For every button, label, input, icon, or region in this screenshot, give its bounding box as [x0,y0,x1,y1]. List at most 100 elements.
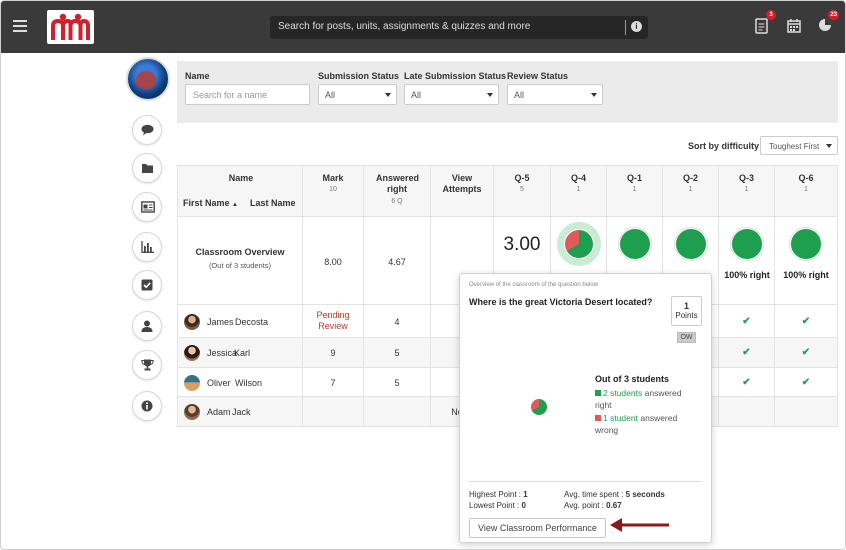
q3-pie-chart[interactable] [731,228,763,260]
last-name-header[interactable]: Last Name [250,198,296,208]
chevron-down-icon [487,93,493,97]
highest-point-value: 1 [523,490,528,499]
question-header[interactable]: Q-1 1 [607,165,663,217]
chevron-down-icon [591,93,597,97]
question-type-tag: OW [677,332,696,343]
red-square-icon [595,415,601,421]
student-answer-cell[interactable]: ✔ [719,305,775,338]
student-first-name[interactable]: Oliver [207,377,231,388]
overview-answered-cell: 4.67 [364,217,431,305]
sort-by-value: Toughest First [769,142,820,151]
student-last-name[interactable]: Jack [232,407,251,417]
id-card-icon [141,201,155,213]
late-submission-select[interactable]: All [404,84,499,105]
question-overview-popover: Overview of the classroom of the questio… [459,273,712,543]
student-mark-cell: 7 [303,368,364,397]
student-last-name[interactable]: Decosta [235,316,269,327]
menu-icon[interactable] [13,20,27,32]
view-attempts-header: View Attempts [431,165,494,217]
review-status-select[interactable]: All [507,84,603,105]
question-header[interactable]: Q-3 1 [719,165,775,217]
rail-achievements-button[interactable] [132,350,162,380]
question-points: 1 [632,186,637,193]
overview-q6-cell[interactable]: 100% right [775,217,838,305]
student-first-name[interactable]: Adam [207,407,231,417]
question-header[interactable]: Q-2 1 [663,165,719,217]
student-answered-cell [364,397,431,427]
question-points: 1 [688,186,693,193]
student-name-cell: Adam Jack [177,397,303,427]
folder-icon [142,164,153,173]
question-header[interactable]: Q-5 5 [494,165,551,217]
notifications-icon[interactable]: 3 [755,10,776,34]
student-last-name[interactable]: Wilson [235,377,263,388]
student-last-name[interactable]: Karl [234,348,251,358]
student-mark-cell [303,397,364,427]
student-mark-cell: 9 [303,338,364,368]
question-label: Q-2 [682,173,698,183]
trophy-icon [141,359,154,371]
view-classroom-performance-button[interactable]: View Classroom Performance [469,518,606,538]
rail-gradebook-button[interactable] [132,192,162,222]
student-avatar[interactable] [184,404,200,420]
rail-analytics-button[interactable] [132,232,162,262]
first-name-header: First Name [183,198,230,208]
student-answer-cell[interactable]: ✔ [719,338,775,368]
student-answer-cell[interactable]: ✔ [719,368,775,397]
question-header[interactable]: Q-4 1 [551,165,607,217]
chat-icon [141,124,154,136]
submission-status-value: All [325,90,336,100]
mark-header-total: 10 [329,186,337,193]
sort-by-label: Sort by difficulty [688,141,760,151]
student-first-name[interactable]: James [207,316,234,327]
question-header[interactable]: Q-6 1 [775,165,838,217]
student-answer-cell[interactable] [775,397,838,427]
sort-by-select[interactable]: Toughest First [760,136,838,155]
student-mark-cell: Pending Review [303,305,364,338]
answered-right-header: Answered right 6 Q [364,165,431,217]
rail-members-button[interactable] [132,311,162,341]
avg-time-value: 5 seconds [625,490,665,499]
lowest-point: Lowest Point : 0 [469,501,526,510]
rail-discussion-button[interactable] [132,115,162,145]
mark-header: Mark 10 [303,165,364,217]
annotation-arrow-icon [610,518,669,532]
checkmark-icon: ✔ [801,376,811,388]
right-count-link[interactable]: 2 students [603,388,643,398]
lowest-point-value: 0 [521,501,526,510]
student-answer-cell[interactable] [719,397,775,427]
answered-right-label: Answered right [376,173,420,194]
submission-status-select[interactable]: All [318,84,397,105]
student-avatar[interactable] [184,313,200,330]
alerts-icon[interactable]: 23 [818,10,839,34]
q2-pie-chart[interactable] [675,228,707,260]
info-icon[interactable]: i [631,21,642,32]
name-search-input[interactable]: Search for a name [185,84,310,105]
first-name-sort[interactable]: First Name ▲ [183,198,238,208]
student-answer-cell[interactable]: ✔ [775,338,838,368]
student-avatar[interactable] [184,374,200,391]
student-first-name[interactable]: Jessica [207,348,238,358]
popover-pie-chart [531,399,547,415]
student-answer-cell[interactable]: ✔ [775,368,838,397]
q4-pie-chart[interactable] [564,229,594,259]
avg-time: Avg. time spent : 5 seconds [564,490,665,499]
rail-info-button[interactable] [132,391,162,421]
student-mark[interactable]: Pending Review [316,310,350,331]
global-search-input[interactable]: Search for posts, units, assignments & q… [270,16,648,39]
calendar-icon[interactable] [787,18,802,34]
question-points: 5 [520,186,524,193]
rail-assignments-button[interactable] [132,270,162,300]
student-mark: 9 [330,348,336,358]
rail-folder-button[interactable] [132,153,162,183]
question-points: 1 [744,186,749,193]
overview-q3-cell[interactable]: 100% right [719,217,775,305]
student-avatar[interactable] [184,345,200,361]
app-logo[interactable] [47,10,94,44]
wrong-count-link[interactable]: 1 student [603,413,638,423]
q1-pie-chart[interactable] [619,228,651,260]
student-answer-cell[interactable]: ✔ [775,305,838,338]
classroom-avatar[interactable] [126,57,170,101]
checkmark-icon: ✔ [801,315,811,327]
q6-pie-chart[interactable] [790,228,822,260]
